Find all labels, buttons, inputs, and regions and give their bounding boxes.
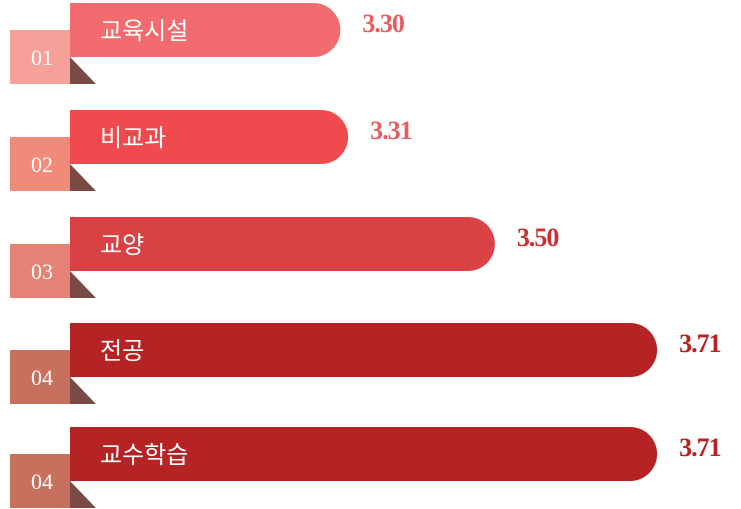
badge-label: 01: [31, 45, 53, 70]
badge-label: 02: [31, 152, 53, 177]
value-label: 3.31: [370, 116, 412, 145]
category-label: 비교과: [100, 124, 166, 152]
bar: [70, 110, 349, 164]
value-label: 3.71: [679, 329, 721, 358]
fold: [70, 377, 96, 404]
value-label: 3.71: [679, 433, 721, 462]
category-label: 교양: [100, 231, 144, 259]
badge: [10, 30, 70, 84]
badge-label: 04: [31, 469, 53, 494]
value-label: 3.30: [362, 9, 405, 38]
badge: [10, 137, 70, 191]
category-label: 전공: [100, 337, 144, 365]
badge-label: 04: [31, 365, 53, 390]
badge: [10, 454, 70, 508]
badge: [10, 350, 70, 404]
bar: [70, 3, 341, 57]
badge-label: 03: [31, 259, 53, 284]
badge: [10, 244, 70, 298]
fold: [70, 164, 96, 191]
category-label: 교육시설: [100, 17, 188, 45]
fold: [70, 481, 96, 508]
value-label: 3.50: [517, 223, 560, 252]
fold: [70, 57, 96, 84]
bar: [70, 427, 658, 482]
fold: [70, 271, 96, 298]
bar: [70, 217, 495, 271]
category-label: 교수학습: [100, 441, 188, 469]
bar: [70, 323, 658, 377]
